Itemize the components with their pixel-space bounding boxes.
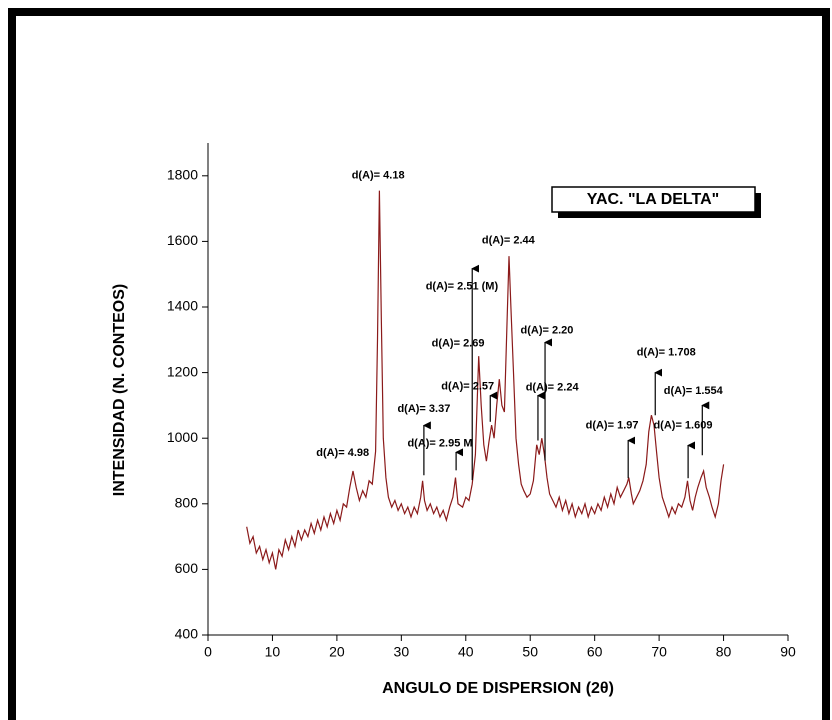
x-tick-label: 10 — [265, 644, 281, 660]
annotation: d(A)= 2.95 M — [407, 437, 472, 449]
y-axis-label: INTENSIDAD (N. CONTEOS) — [111, 284, 128, 496]
x-tick-label: 30 — [394, 644, 410, 660]
y-tick-label: 1600 — [167, 232, 198, 248]
x-tick-label: 90 — [780, 644, 796, 660]
legend-box — [551, 186, 756, 213]
annotation: d(A)= 1.554 — [664, 385, 724, 397]
annotation: d(A)= 1.609 — [653, 419, 712, 431]
x-tick-label: 70 — [651, 644, 667, 660]
annotation: d(A)= 2.24 — [526, 381, 580, 393]
x-axis-label: ANGULO DE DISPERSION (2θ) — [382, 680, 614, 697]
x-tick-label: 60 — [587, 644, 603, 660]
x-tick-label: 80 — [716, 644, 732, 660]
x-tick-label: 40 — [458, 644, 474, 660]
y-tick-label: 1200 — [167, 363, 198, 379]
annotation: d(A)= 1.97 — [586, 419, 639, 431]
annotation: d(A)= 2.44 — [482, 235, 536, 247]
y-tick-label: 800 — [175, 495, 199, 511]
frame — [8, 8, 830, 720]
y-tick-label: 1000 — [167, 429, 198, 445]
annotation: d(A)= 4.18 — [352, 170, 405, 182]
y-tick-label: 1800 — [167, 167, 198, 183]
annotation: d(A)= 3.37 — [397, 403, 450, 415]
y-tick-label: 600 — [175, 560, 199, 576]
x-tick-label: 50 — [522, 644, 538, 660]
box-label: YAC. "LA DELTA" — [587, 191, 720, 208]
annotation: d(A)= 4.98 — [316, 447, 369, 459]
annotation: d(A)= 2.69 — [432, 337, 485, 349]
y-tick-label: 400 — [175, 626, 199, 642]
annotation: d(A)= 2.20 — [521, 325, 574, 337]
x-tick-label: 20 — [329, 644, 345, 660]
x-tick-label: 0 — [204, 644, 212, 660]
annotation: d(A)= 2.51 (M) — [426, 281, 499, 293]
annotation: d(A)= 2.57 — [441, 380, 494, 392]
xrd-trace — [246, 190, 725, 570]
y-tick-label: 1400 — [167, 298, 198, 314]
annotation: d(A)= 1.708 — [637, 346, 696, 358]
